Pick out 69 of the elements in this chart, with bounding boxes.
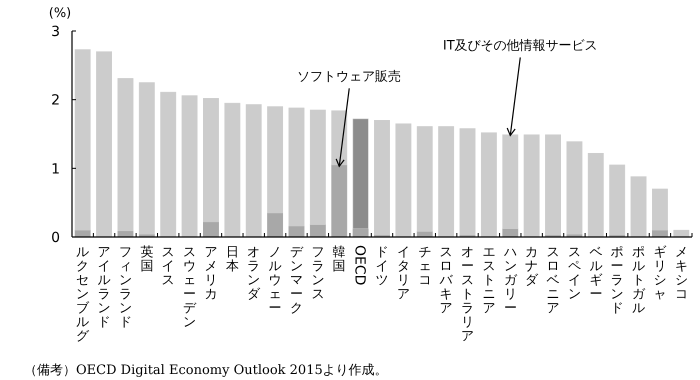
- bar: [438, 126, 454, 238]
- bar: [588, 152, 604, 238]
- bar: [630, 176, 646, 238]
- x-tick-label: チェコ: [418, 245, 432, 288]
- x-tick-label: スウェーデン: [183, 245, 198, 330]
- bar: [545, 134, 561, 236]
- bar: [331, 110, 348, 166]
- y-tick-label: 2: [51, 92, 60, 109]
- annotation: ソフトウェア販売: [297, 69, 402, 84]
- x-tick-label: ポーランド: [610, 245, 624, 316]
- bar: [566, 141, 582, 235]
- bar: [609, 164, 626, 236]
- bar: [331, 164, 348, 238]
- x-tick-label: ドイツ: [376, 245, 388, 288]
- bar: [310, 224, 326, 238]
- bar: [652, 188, 668, 230]
- annotation: IT及びその他情報サービス: [442, 38, 598, 54]
- x-tick-label: メキシコ: [674, 245, 688, 302]
- bar: [267, 212, 284, 238]
- bar: [203, 98, 219, 222]
- bar: [267, 106, 284, 214]
- x-tick-label: エストニア: [482, 245, 496, 316]
- x-tick-label: オーストラリア: [461, 245, 474, 344]
- bar: [160, 92, 176, 238]
- bar: [74, 49, 91, 230]
- x-tick-label: フランス: [311, 245, 324, 302]
- x-tick-label: アイルランド: [98, 245, 111, 330]
- x-tick-label: スロバキア: [438, 245, 454, 316]
- bar: [224, 102, 240, 238]
- bar: [416, 126, 433, 232]
- bar: [374, 120, 390, 236]
- x-tick-label: イタリア: [396, 245, 410, 302]
- y-axis-title: (%): [48, 6, 72, 21]
- bar: [288, 108, 304, 226]
- x-tick-label: オランダ: [247, 245, 262, 302]
- y-tick-label: 3: [51, 24, 60, 40]
- bar: [96, 51, 112, 238]
- x-tick-label: 英国: [140, 245, 154, 274]
- bar: [246, 104, 262, 238]
- y-tick-label: 1: [51, 161, 60, 178]
- x-tick-label: カナダ: [525, 245, 540, 288]
- bar: [460, 128, 476, 236]
- bar: [352, 118, 369, 230]
- x-tick-label: アメリカ: [204, 245, 218, 302]
- text: （備考）OECD Digital Economy Outlook 2015より作成。: [24, 363, 388, 378]
- bar: [118, 78, 134, 232]
- x-tick-label: ベルギー: [589, 245, 602, 302]
- bar: [203, 222, 219, 238]
- x-tick-label: デンマーク: [290, 245, 304, 316]
- x-tick-label: 日本: [226, 245, 239, 274]
- bar: [395, 123, 412, 238]
- bar: [524, 134, 540, 238]
- x-tick-label: スペイン: [568, 245, 581, 302]
- y-tick-label: 0: [51, 230, 60, 246]
- x-tick-label: ポルトガル: [632, 245, 646, 316]
- x-tick-label: スロベニア: [546, 245, 560, 316]
- bar: [310, 110, 326, 225]
- bar: [138, 82, 155, 235]
- x-tick-label: ハンガリー: [502, 245, 518, 316]
- x-tick-label: OECD: [352, 245, 368, 286]
- x-tick-label: フィンランド: [118, 245, 132, 330]
- x-tick-label: ノルウェー: [268, 245, 282, 316]
- bar: [480, 132, 497, 238]
- x-tick-label: スイス: [162, 245, 175, 288]
- x-tick-label: 韓国: [332, 245, 346, 274]
- x-tick-label: ギリシャ: [653, 245, 666, 302]
- bar: [182, 95, 198, 238]
- bar: [502, 134, 518, 230]
- x-tick-label: ルクセンブルグ: [76, 245, 90, 344]
